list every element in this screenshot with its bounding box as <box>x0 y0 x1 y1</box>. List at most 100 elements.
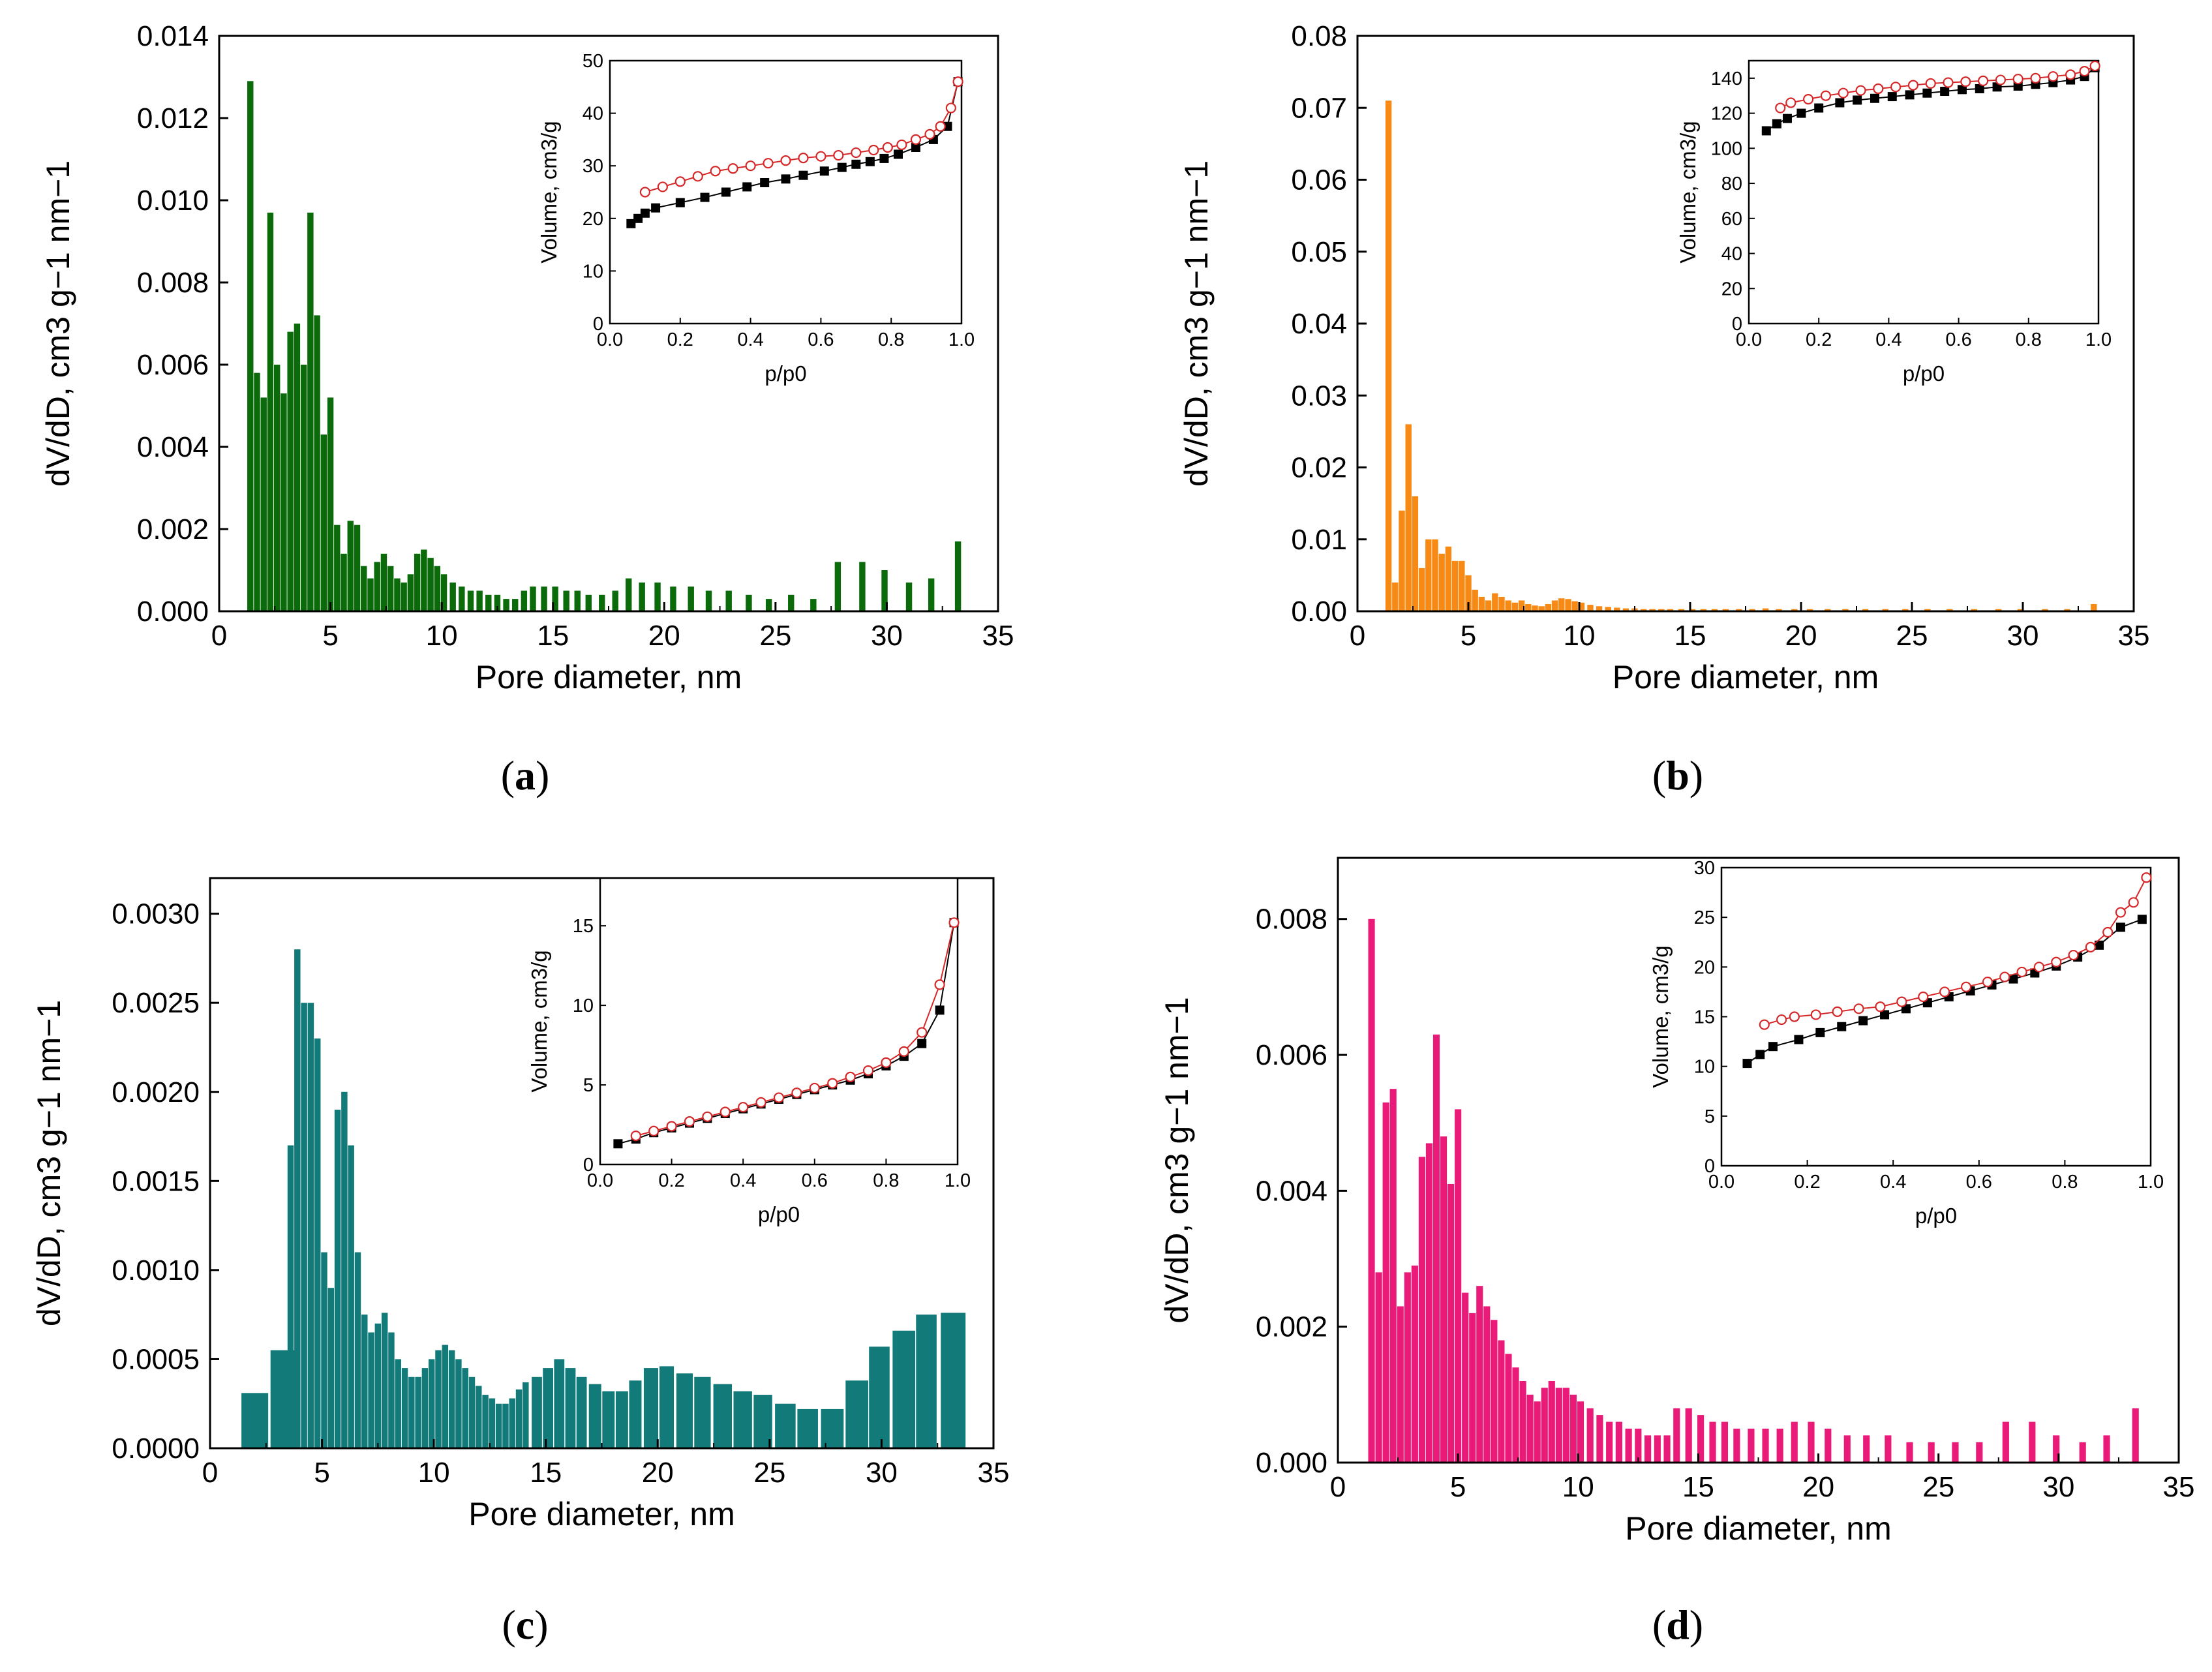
bar <box>512 599 519 611</box>
inset-b: 0.0 0.2 0.4 0.6 0.8 1.0 0 20 40 60 80 100 120 140 p/p0… <box>1676 59 2112 386</box>
panel-label-b: (b) <box>1652 752 1703 798</box>
inset-point <box>1873 83 1884 95</box>
bar <box>387 566 394 611</box>
bar <box>1721 1421 1729 1463</box>
x-tick-label: 10 <box>418 1457 450 1489</box>
inset-point <box>845 1071 856 1082</box>
bar <box>1924 609 1931 611</box>
panel-label-c: (c) <box>502 1602 548 1648</box>
bar <box>725 590 732 611</box>
inset-point <box>1975 84 1984 93</box>
bar <box>1928 1442 1935 1463</box>
y-tick-label: 0.0000 <box>112 1433 200 1465</box>
bars-a <box>247 81 962 612</box>
inset-point <box>881 1057 892 1069</box>
inset-point <box>851 147 862 159</box>
bar <box>563 590 569 611</box>
y-tick-label: 0.05 <box>1291 236 1347 268</box>
inset-point <box>1838 87 1849 99</box>
inset-point <box>2048 71 2059 82</box>
panel-label-d: (d) <box>1652 1602 1703 1648</box>
inset-x-tick-label: 0.8 <box>2052 1172 2078 1193</box>
inset-point <box>917 1027 928 1038</box>
bar <box>639 582 645 611</box>
inset-point <box>1918 991 1929 1003</box>
bar <box>1397 1306 1404 1463</box>
bar <box>775 1403 796 1448</box>
bar <box>797 1408 818 1448</box>
bar <box>368 1332 374 1448</box>
inset-point <box>1939 986 1950 997</box>
bar <box>1606 1421 1613 1463</box>
y-tick-label: 0.01 <box>1291 524 1347 556</box>
inset-y-tick-label: 50 <box>583 51 603 72</box>
bar <box>334 524 341 611</box>
bar <box>821 1408 844 1448</box>
inset-point <box>1832 1006 1843 1017</box>
inset-y-tick-label: 10 <box>573 996 594 1016</box>
x-tick-label: 35 <box>2118 620 2150 652</box>
bar <box>1863 1435 1870 1463</box>
bar <box>467 590 474 611</box>
panel-label-open: ( <box>501 752 515 798</box>
inset-y-tick-label: 40 <box>1721 244 1742 265</box>
x-tick-label: 15 <box>537 620 569 652</box>
bar <box>435 1350 442 1448</box>
inset-point <box>2033 962 2045 973</box>
bar <box>307 212 314 611</box>
inset-point <box>879 153 889 163</box>
bar <box>1411 1265 1418 1463</box>
inset-point <box>1875 1001 1886 1012</box>
bar <box>2064 609 2070 611</box>
bar <box>1733 1428 1740 1463</box>
bar <box>1485 600 1492 611</box>
bar <box>440 574 447 611</box>
bar <box>1569 1394 1577 1463</box>
bar <box>1385 100 1392 612</box>
bar <box>643 1368 659 1448</box>
bar <box>1596 606 1603 611</box>
bar <box>1791 1421 1798 1463</box>
chart-panel-a: 0 5 10 15 20 25 30 35 0.000 0.002 0.004 0.006 0.008 0… <box>40 20 1014 798</box>
inset-point <box>1782 114 1792 123</box>
bar <box>459 586 465 611</box>
bar <box>381 1313 388 1448</box>
bar <box>1498 1340 1505 1463</box>
inset-point <box>666 1121 677 1132</box>
bar <box>585 594 592 611</box>
bar <box>1438 553 1445 611</box>
bar <box>1491 1320 1498 1463</box>
inset-point <box>684 1116 695 1127</box>
y-tick-label: 0.03 <box>1291 380 1347 412</box>
bar <box>1432 1034 1440 1463</box>
bar <box>905 582 913 611</box>
bar <box>1472 589 1478 611</box>
inset-x-tick-label: 0.4 <box>1875 329 1901 350</box>
inset-point <box>2137 915 2147 924</box>
y-tick-label: 0.010 <box>137 185 209 217</box>
bar <box>1678 609 1685 611</box>
bar <box>1906 1442 1913 1463</box>
y-tick-label: 0.008 <box>1256 904 1327 935</box>
bar <box>1545 603 1552 611</box>
bar <box>1518 600 1525 611</box>
bar <box>523 1382 529 1448</box>
inset-x-tick-label: 0.4 <box>730 1170 756 1191</box>
x-axis-label: Pore diameter, nm <box>1613 659 1879 695</box>
bar <box>287 1145 294 1448</box>
bar <box>374 562 380 611</box>
inset-point <box>760 177 770 187</box>
inset-x-tick-label: 0.2 <box>658 1170 684 1191</box>
inset-point <box>1925 78 1936 89</box>
y-tick-label: 0.012 <box>137 102 209 134</box>
inset-point <box>1978 75 1989 86</box>
bar <box>1762 1428 1769 1463</box>
inset-x-tick-label: 0.2 <box>1794 1172 1820 1193</box>
panel-label-close: ) <box>536 752 549 798</box>
bar <box>341 1091 348 1448</box>
inset-point <box>2008 974 2018 984</box>
y-tick-label: 0.006 <box>1256 1039 1327 1071</box>
inset-x-tick-label: 0.8 <box>2016 329 2042 350</box>
inset-x-tick-label: 0.6 <box>802 1170 828 1191</box>
inset-y-tick-label: 40 <box>583 104 603 125</box>
